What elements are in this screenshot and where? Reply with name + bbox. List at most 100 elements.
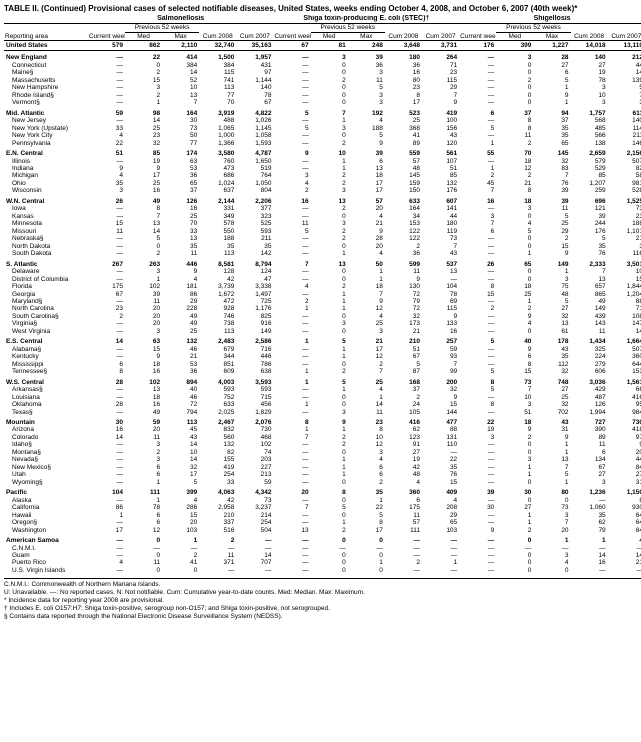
value-cell: 156 (422, 125, 459, 132)
value-cell: 7 (422, 243, 459, 250)
value-cell: 6 (385, 497, 422, 504)
value-cell: 0 (125, 62, 162, 69)
value-cell: — (88, 567, 125, 574)
value-cell: 27 (533, 305, 570, 312)
value-cell: 1 (311, 386, 348, 393)
value-cell: 25 (533, 394, 570, 401)
value-cell: 18 (348, 283, 385, 290)
value-cell: 40 (496, 335, 533, 345)
value-cell: 47 (236, 276, 273, 283)
value-cell: 6 (125, 512, 162, 519)
table-row: Mississippi61853851786—0257—8112279644 (4, 361, 641, 368)
value-cell: — (88, 353, 125, 360)
value-cell: 7 (348, 368, 385, 375)
value-cell: 132 (422, 180, 459, 187)
value-cell: 1 (273, 305, 310, 312)
area-cell: Maryland§ (4, 298, 88, 305)
value-cell: 13 (125, 220, 162, 227)
value-cell: 29 (533, 228, 570, 235)
value-cell: 11 (571, 328, 608, 335)
value-cell: — (459, 464, 496, 471)
table-title: TABLE II. (Continued) Provisional cases … (4, 4, 641, 13)
value-cell: 3 (348, 449, 385, 456)
value-cell: 78 (571, 77, 608, 84)
value-cell: 132 (199, 441, 236, 448)
value-cell: — (422, 534, 459, 544)
value-cell: 21 (608, 235, 641, 242)
area-cell: Arizona (4, 426, 88, 433)
value-cell: 4,822 (236, 107, 273, 117)
value-cell: — (162, 545, 199, 552)
value-cell: 8 (125, 205, 162, 212)
value-cell: 0 (311, 276, 348, 283)
table-row: North Dakota—0353535—02027—015353 (4, 243, 641, 250)
value-cell: 12 (348, 305, 385, 312)
value-cell: 4,063 (199, 486, 236, 496)
value-cell: 13 (162, 235, 199, 242)
value-cell: 11 (385, 512, 422, 519)
value-cell: 43 (533, 346, 570, 353)
value-cell: 132 (162, 335, 199, 345)
value-cell: 264 (422, 51, 459, 62)
value-cell: — (273, 519, 310, 526)
value-cell: 4 (162, 497, 199, 504)
value-cell: 2 (311, 77, 348, 84)
value-cell: 20 (273, 486, 310, 496)
value-cell: 1,150 (608, 486, 641, 496)
value-cell: 73 (496, 376, 533, 386)
value-cell: — (273, 449, 310, 456)
value-cell: 25 (162, 213, 199, 220)
value-cell: 4 (162, 276, 199, 283)
value-cell: 1 (125, 497, 162, 504)
value-cell: 477 (422, 416, 459, 426)
value-cell: 4 (273, 283, 310, 290)
table-row: Nebraska§—513188211—22812273—02521 (4, 235, 641, 242)
area-cell: Maine§ (4, 69, 88, 76)
value-cell: 7 (533, 464, 570, 471)
value-cell: 35 (533, 132, 570, 139)
value-cell: 254 (199, 471, 236, 478)
value-cell: 29 (422, 84, 459, 91)
value-cell: 124 (236, 268, 273, 275)
area-cell: New England (4, 51, 88, 62)
value-cell: 61 (533, 328, 570, 335)
value-cell: 13 (311, 195, 348, 205)
value-cell: 2,025 (199, 409, 236, 416)
value-cell: — (459, 441, 496, 448)
area-cell: Idaho§ (4, 441, 88, 448)
value-cell: 686 (199, 172, 236, 179)
value-cell: — (459, 250, 496, 257)
value-cell: — (459, 479, 496, 486)
value-cell: 51 (496, 409, 533, 416)
value-cell: 32 (533, 368, 570, 375)
value-cell: 155 (199, 456, 236, 463)
value-cell: 159 (385, 180, 422, 187)
area-cell: Washington (4, 527, 88, 534)
value-cell: 930 (608, 504, 641, 511)
value-cell: — (459, 69, 496, 76)
value-cell: 4 (273, 180, 310, 187)
value-cell: 5 (459, 386, 496, 393)
value-cell: 14 (608, 328, 641, 335)
value-cell: 16 (125, 401, 162, 408)
table-row: South Carolina§22049746825—04329—9324391… (4, 313, 641, 320)
table-row: W.N. Central26491262,1442,20616135763360… (4, 195, 641, 205)
value-cell: 419 (199, 464, 236, 471)
value-cell: — (273, 235, 310, 242)
area-cell: Iowa (4, 205, 88, 212)
value-cell: — (459, 567, 496, 574)
value-cell: 104 (422, 283, 459, 290)
value-cell: 456 (236, 401, 273, 408)
value-cell: 53 (162, 361, 199, 368)
value-cell: 2,483 (199, 335, 236, 345)
value-cell: 3 (348, 69, 385, 76)
value-cell: 203 (236, 456, 273, 463)
table-row: Ohio3525651,0241,05042171591324521761,20… (4, 180, 641, 187)
value-cell: 11 (348, 409, 385, 416)
value-cell: 69 (422, 298, 459, 305)
value-cell: 20 (125, 313, 162, 320)
value-cell: 0 (311, 512, 348, 519)
value-cell: 6 (88, 361, 125, 368)
value-cell: — (88, 519, 125, 526)
value-cell: 0 (311, 567, 348, 574)
